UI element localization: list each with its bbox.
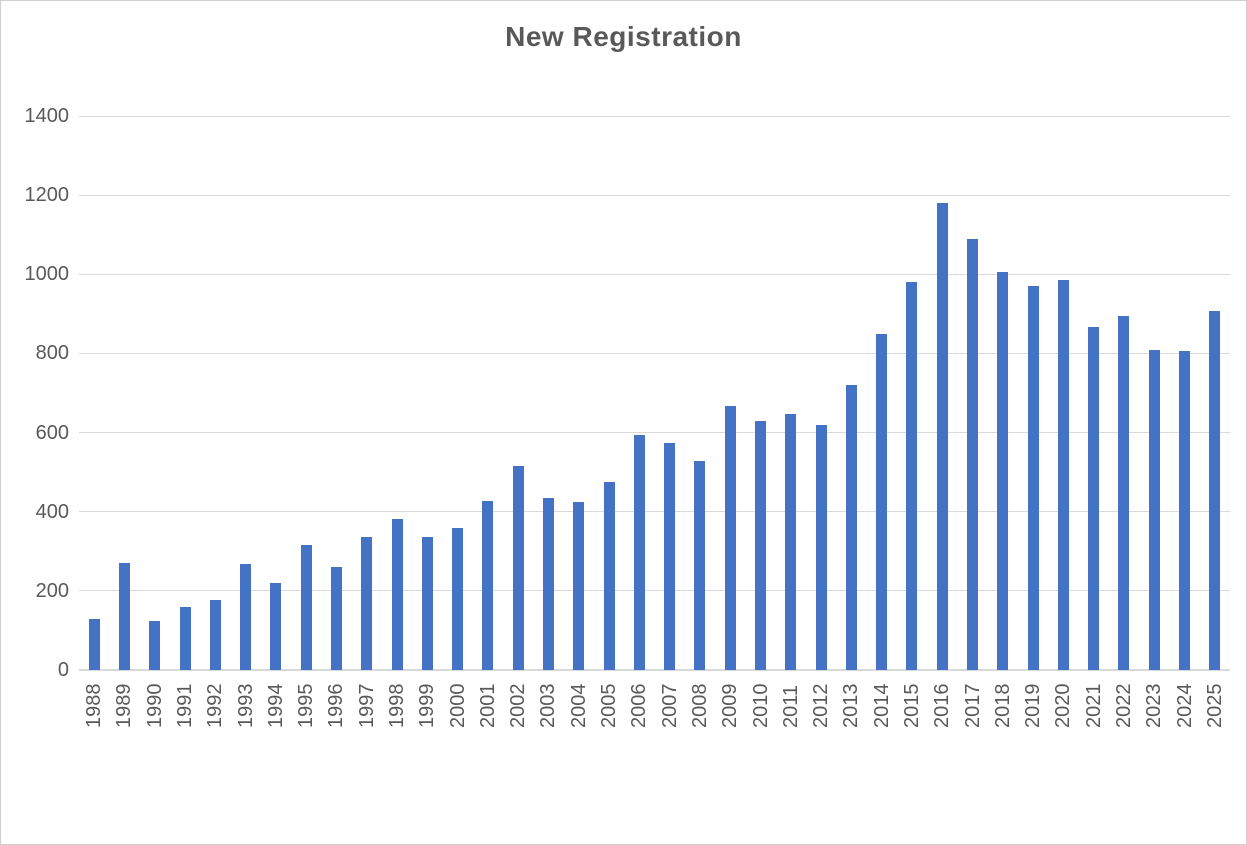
bar-2025 [1209, 310, 1221, 670]
bar-2021 [1088, 327, 1100, 670]
x-axis-line [79, 669, 1230, 671]
x-tick-label-2015: 2015 [900, 683, 923, 729]
bar-2005 [603, 482, 615, 670]
y-tick-label-1000: 1000 [24, 263, 70, 286]
y-tick-label-200: 200 [35, 579, 69, 602]
bar-2008 [694, 460, 706, 670]
bar-2017 [967, 239, 979, 670]
bar-1992 [209, 599, 221, 670]
bar-1988 [88, 618, 100, 670]
x-tick-label-2011: 2011 [779, 684, 802, 728]
plot-area [79, 115, 1230, 671]
x-tick-label-1997: 1997 [355, 683, 378, 729]
x-tick-label-1993: 1993 [234, 683, 257, 729]
bar-2014 [876, 334, 888, 670]
x-tick-label-1998: 1998 [386, 683, 409, 729]
bar-2016 [936, 202, 948, 670]
bar-2024 [1179, 351, 1191, 670]
x-tick-label-1995: 1995 [295, 683, 318, 729]
bar-1990 [149, 620, 161, 670]
bar-1993 [240, 563, 252, 670]
bar-1995 [300, 544, 312, 670]
x-tick-label-2017: 2017 [961, 683, 984, 729]
x-tick-label-2009: 2009 [719, 683, 742, 729]
x-tick-label-2004: 2004 [567, 683, 590, 729]
x-tick-label-2008: 2008 [688, 683, 711, 729]
x-tick-label-2019: 2019 [1022, 683, 1045, 729]
x-tick-label-1992: 1992 [204, 683, 227, 729]
x-tick-label-2016: 2016 [931, 683, 954, 729]
x-tick-label-2023: 2023 [1143, 683, 1166, 729]
y-tick-label-600: 600 [35, 421, 69, 444]
y-tick-label-400: 400 [35, 500, 69, 523]
x-tick-label-2001: 2001 [476, 683, 499, 729]
bar-2012 [815, 425, 827, 670]
bar-2006 [633, 435, 645, 670]
gridline-y-600 [79, 432, 1230, 434]
gridline-y-800 [79, 352, 1230, 354]
y-tick-label-800: 800 [35, 342, 69, 365]
bar-1997 [361, 537, 373, 670]
x-tick-label-1990: 1990 [143, 683, 166, 729]
chart-title: New Registration [505, 21, 742, 52]
x-tick-label-2020: 2020 [1052, 683, 1075, 729]
bar-1996 [330, 566, 342, 670]
bar-2004 [573, 501, 585, 670]
x-tick-label-2002: 2002 [507, 683, 530, 729]
x-tick-label-2003: 2003 [537, 683, 560, 729]
x-tick-label-2012: 2012 [810, 683, 833, 729]
x-tick-label-1996: 1996 [325, 683, 348, 729]
bar-1998 [391, 519, 403, 670]
bar-2001 [482, 500, 494, 670]
x-tick-label-1999: 1999 [416, 683, 439, 729]
bar-2011 [785, 413, 797, 670]
bar-2010 [755, 421, 766, 670]
gridline-y-400 [79, 511, 1230, 513]
bar-1999 [421, 537, 433, 670]
bar-2009 [724, 405, 736, 670]
bar-2007 [664, 443, 676, 670]
x-tick-label-2005: 2005 [598, 683, 621, 729]
bar-2023 [1148, 349, 1160, 670]
bar-1989 [118, 562, 130, 670]
x-tick-label-2014: 2014 [870, 683, 893, 729]
x-tick-label-1994: 1994 [264, 683, 287, 729]
y-tick-label-0: 0 [57, 659, 69, 681]
bar-2002 [512, 465, 524, 670]
gridline-y-200 [79, 590, 1230, 592]
bar-2020 [1057, 280, 1069, 670]
x-tick-label-2025: 2025 [1203, 683, 1226, 729]
gridline-y-1200 [79, 194, 1230, 196]
x-tick-label-1989: 1989 [113, 683, 136, 729]
x-tick-label-2000: 2000 [446, 683, 469, 729]
x-tick-label-2010: 2010 [749, 683, 772, 729]
bar-1994 [270, 583, 282, 670]
bar-2013 [845, 385, 857, 670]
x-tick-label-1988: 1988 [83, 683, 106, 729]
bar-2003 [542, 497, 554, 670]
bar-1991 [179, 607, 191, 670]
bar-2019 [1027, 286, 1039, 670]
x-tick-label-2021: 2021 [1082, 683, 1105, 729]
bar-2015 [906, 282, 918, 670]
x-tick-label-2022: 2022 [1112, 683, 1135, 729]
y-tick-label-1400: 1400 [24, 105, 70, 127]
x-tick-label-2024: 2024 [1173, 683, 1196, 729]
bar-2022 [1118, 316, 1130, 670]
gridline-y-1400 [79, 115, 1230, 117]
gridline-y-1000 [79, 273, 1230, 275]
x-tick-label-2013: 2013 [840, 683, 863, 729]
bar-2000 [452, 528, 464, 670]
x-tick-label-1991: 1991 [174, 683, 196, 729]
bar-2018 [997, 272, 1009, 670]
y-tick-label-1200: 1200 [24, 184, 70, 207]
x-tick-label-2006: 2006 [628, 683, 651, 729]
x-tick-label-2007: 2007 [658, 683, 681, 729]
x-tick-label-2018: 2018 [991, 683, 1014, 729]
